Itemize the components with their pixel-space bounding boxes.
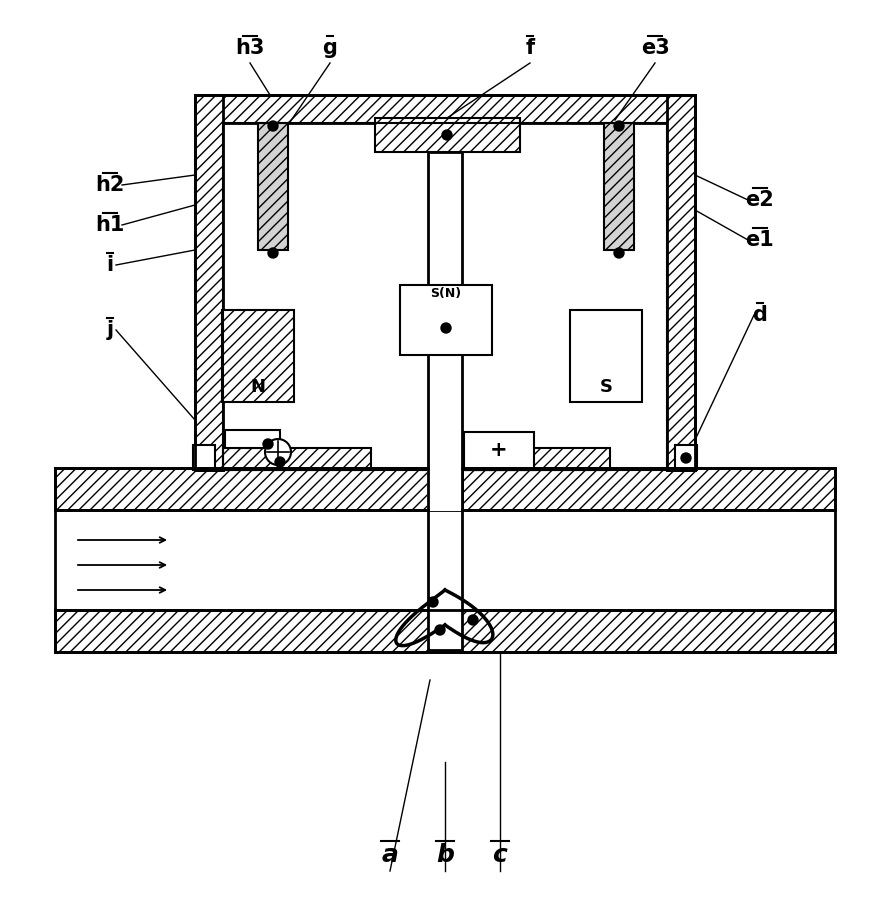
Bar bbox=[225, 430, 280, 448]
Bar bbox=[667, 95, 695, 470]
Circle shape bbox=[614, 248, 624, 258]
Circle shape bbox=[265, 439, 291, 465]
Bar bbox=[400, 285, 492, 355]
Bar bbox=[195, 95, 223, 470]
Circle shape bbox=[275, 457, 285, 467]
Text: h2: h2 bbox=[95, 175, 125, 195]
Text: b: b bbox=[436, 843, 454, 867]
Text: e2: e2 bbox=[746, 190, 774, 210]
Bar bbox=[570, 310, 642, 402]
Circle shape bbox=[268, 121, 278, 131]
Text: e1: e1 bbox=[746, 230, 774, 250]
Bar bbox=[55, 610, 835, 652]
Circle shape bbox=[681, 453, 691, 463]
Text: d: d bbox=[753, 305, 767, 325]
Bar bbox=[258, 123, 288, 250]
Bar bbox=[223, 448, 371, 470]
Text: e3: e3 bbox=[641, 38, 669, 58]
Circle shape bbox=[468, 615, 478, 625]
Text: f: f bbox=[525, 38, 535, 58]
Bar bbox=[427, 467, 463, 511]
Circle shape bbox=[263, 439, 273, 449]
Text: i: i bbox=[107, 255, 114, 275]
Circle shape bbox=[268, 248, 278, 258]
Bar bbox=[55, 468, 835, 510]
Bar bbox=[462, 448, 610, 470]
Bar bbox=[428, 152, 462, 650]
Circle shape bbox=[428, 597, 438, 607]
Text: S(N): S(N) bbox=[431, 287, 462, 300]
Text: h3: h3 bbox=[235, 38, 264, 58]
Bar bbox=[604, 123, 634, 250]
Text: N: N bbox=[250, 378, 265, 396]
Bar bbox=[193, 445, 215, 470]
Bar bbox=[195, 95, 695, 123]
Text: S: S bbox=[600, 378, 612, 396]
Text: a: a bbox=[382, 843, 399, 867]
Circle shape bbox=[435, 625, 445, 635]
Bar bbox=[675, 445, 697, 470]
Circle shape bbox=[442, 130, 452, 140]
Bar bbox=[223, 123, 667, 470]
Bar bbox=[222, 310, 294, 402]
Circle shape bbox=[614, 121, 624, 131]
Text: h1: h1 bbox=[95, 215, 125, 235]
Bar bbox=[375, 118, 520, 152]
Text: g: g bbox=[322, 38, 337, 58]
Text: +: + bbox=[490, 440, 508, 460]
Text: c: c bbox=[492, 843, 507, 867]
Text: j: j bbox=[107, 320, 114, 340]
Circle shape bbox=[441, 323, 451, 333]
Bar bbox=[464, 432, 534, 470]
